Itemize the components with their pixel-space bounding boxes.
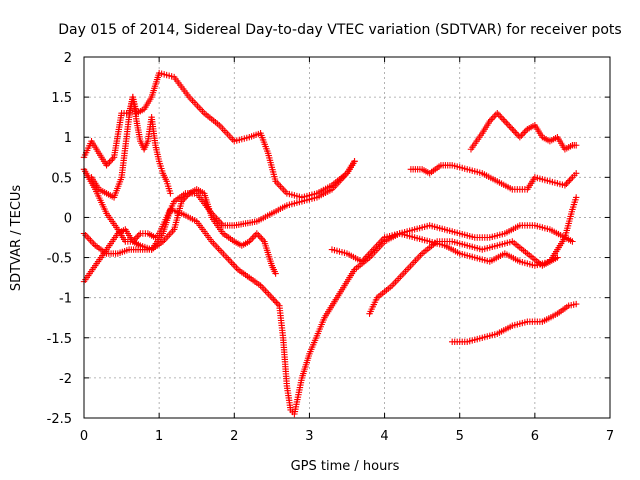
y-axis-label: SDTVAR / TECUs [9,185,24,292]
data-point [504,121,512,128]
x-tick-label: 0 [80,429,88,444]
y-tick-label: -2.5 [47,412,72,427]
data-point [258,235,265,242]
series-trace-a [80,69,358,201]
x-tick-label: 3 [305,429,313,444]
data-point [572,194,580,201]
y-tick-label: -2 [59,372,72,387]
x-tick-labels: 0 1 2 3 4 5 6 7 [80,429,614,444]
chart-title: Day 015 of 2014, Sidereal Day-to-day VTE… [58,22,621,38]
data-point [498,114,505,122]
data-point [572,142,580,149]
data-point [255,231,262,239]
data-point [134,233,141,240]
data-point [566,177,573,184]
y-tick-labels: 2 1.5 1 0.5 0 -0.5 -1 -1.5 -2 -2.5 [47,51,72,427]
data-point [489,114,496,122]
series-trace-g [366,194,580,317]
data-point [572,170,580,177]
x-tick-label: 6 [531,429,539,444]
data-point [509,126,516,133]
series-trace-d [80,186,279,277]
data-point [256,233,264,240]
y-tick-label: -1.5 [47,332,72,347]
data-point [272,270,279,277]
series-trace-e [88,93,174,201]
data-point [249,235,256,242]
data-point [132,235,140,242]
data-point [564,178,572,186]
data-point [503,119,510,126]
plot-frame [83,56,611,419]
series-trace-j [449,300,580,345]
y-tick-label: 1.5 [51,91,72,106]
y-tick-label: 2 [64,51,72,66]
data-point [507,124,515,131]
data-point [271,297,279,305]
series-trace-i [467,109,580,153]
y-tick-label: -0.5 [47,252,72,267]
x-tick-label: 4 [380,429,388,444]
data-point [569,238,576,245]
data-point [107,157,115,164]
data-point [253,230,261,237]
y-tick-label: 0 [64,211,72,226]
series-trace-f [328,230,561,269]
data-point [497,113,504,120]
data-point [513,130,521,138]
data-point [250,233,258,240]
data-point [512,129,519,136]
x-axis-label: GPS time / hours [291,459,400,474]
data-point [506,122,513,130]
data-point [563,180,570,187]
data-point [501,117,508,125]
x-tick-label: 1 [155,429,163,444]
data-point [273,299,280,306]
y-tick-label: 1 [64,131,72,146]
data-point [572,300,580,308]
data-point [270,296,277,303]
data-point [491,113,498,120]
data-point [518,132,525,139]
data-point [567,175,575,183]
data-point [495,111,502,118]
data-point [500,116,507,123]
data-point [351,158,358,165]
data-point [521,129,528,136]
y-tick-label: -1 [59,292,72,307]
series-trace-h [407,162,580,193]
x-tick-label: 7 [606,429,614,444]
data-point [510,127,518,135]
data-point [494,109,501,117]
y-tick-label: 0.5 [51,171,72,186]
x-tick-label: 2 [230,429,238,444]
x-tick-label: 5 [456,429,464,444]
data-point [519,130,527,138]
data-marks [80,69,580,418]
data-point [106,158,113,166]
data-point [516,134,524,141]
data-point [135,231,143,239]
data-point [167,190,174,197]
